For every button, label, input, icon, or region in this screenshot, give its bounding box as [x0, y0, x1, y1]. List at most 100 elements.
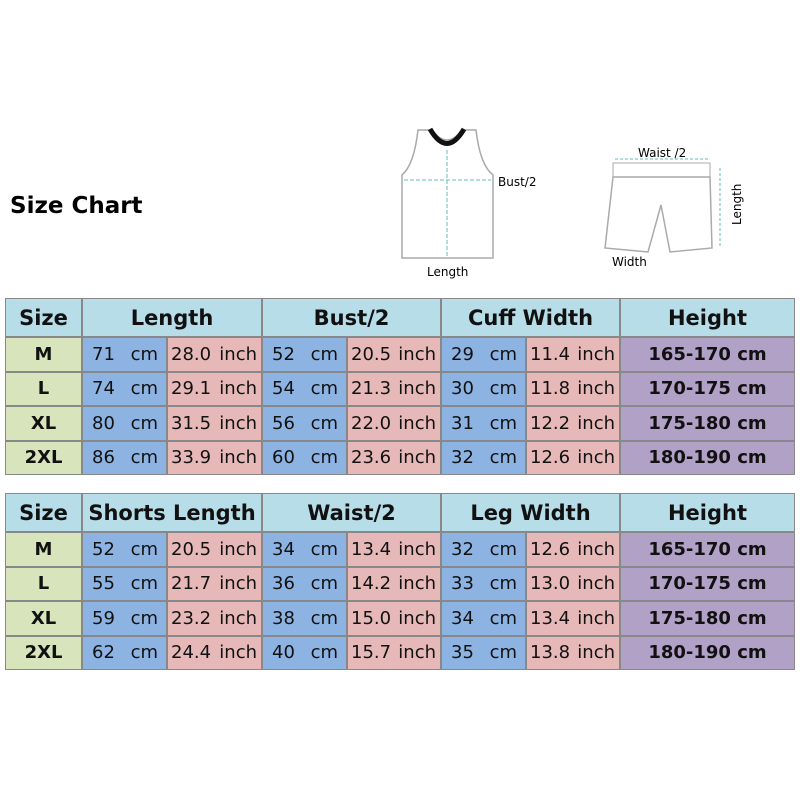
inch-unit: inch — [577, 642, 615, 664]
cm-cell: 52 cm — [82, 532, 167, 567]
cm-value: 59 — [92, 607, 115, 629]
inch-unit: inch — [398, 447, 436, 469]
size-cell: XL — [5, 601, 82, 636]
size-cell: 2XL — [5, 635, 82, 670]
cm-value: 30 — [451, 378, 474, 400]
cm-unit: cm — [489, 538, 517, 560]
inch-value: 33.9 — [171, 447, 212, 469]
cm-value: 62 — [92, 642, 115, 664]
cm-value: 40 — [272, 642, 295, 664]
cm-value: 52 — [272, 343, 295, 365]
width-label: Width — [612, 255, 647, 269]
cm-value: 52 — [92, 538, 115, 560]
cm-unit: cm — [489, 343, 517, 365]
header-cell: Size — [5, 298, 82, 337]
cm-unit: cm — [310, 378, 338, 400]
cm-cell: 34 cm — [262, 532, 347, 567]
inch-unit: inch — [577, 538, 615, 560]
cm-cell: 31 cm — [441, 406, 526, 441]
cm-unit: cm — [130, 447, 158, 469]
inch-value: 13.8 — [530, 642, 571, 664]
inch-unit: inch — [219, 538, 257, 560]
cm-unit: cm — [489, 642, 517, 664]
inch-cell: 13.4 inch — [347, 532, 441, 567]
inch-cell: 11.8 inch — [526, 371, 620, 406]
size-cell: M — [5, 337, 82, 372]
cm-unit: cm — [489, 378, 517, 400]
header-cell: Bust/2 — [262, 298, 441, 337]
cm-unit: cm — [489, 447, 517, 469]
cm-unit: cm — [310, 447, 338, 469]
inch-cell: 13.0 inch — [526, 566, 620, 601]
cm-value: 38 — [272, 607, 295, 629]
cm-unit: cm — [130, 538, 158, 560]
inch-value: 28.0 — [171, 343, 212, 365]
cm-cell: 86 cm — [82, 440, 167, 475]
inch-value: 13.0 — [530, 573, 571, 595]
inch-unit: inch — [577, 573, 615, 595]
waist-label: Waist /2 — [638, 146, 686, 160]
inch-cell: 23.6 inch — [347, 440, 441, 475]
size-cell: M — [5, 532, 82, 567]
inch-cell: 14.2 inch — [347, 566, 441, 601]
inch-unit: inch — [577, 607, 615, 629]
inch-value: 11.4 — [530, 343, 571, 365]
inch-value: 29.1 — [171, 378, 212, 400]
cm-cell: 34 cm — [441, 601, 526, 636]
header-cell: Cuff Width — [441, 298, 620, 337]
cm-value: 36 — [272, 573, 295, 595]
cm-cell: 32 cm — [441, 440, 526, 475]
inch-cell: 12.2 inch — [526, 406, 620, 441]
cm-unit: cm — [310, 642, 338, 664]
inch-cell: 13.4 inch — [526, 601, 620, 636]
cm-value: 80 — [92, 412, 115, 434]
size-cell: L — [5, 371, 82, 406]
length-label: Length — [427, 265, 468, 279]
height-cell: 175-180 cm — [620, 601, 795, 636]
inch-value: 20.5 — [351, 343, 392, 365]
inch-unit: inch — [398, 538, 436, 560]
cm-value: 60 — [272, 447, 295, 469]
cm-unit: cm — [310, 538, 338, 560]
cm-value: 32 — [451, 538, 474, 560]
inch-value: 23.6 — [351, 447, 392, 469]
height-cell: 165-170 cm — [620, 532, 795, 567]
cm-cell: 54 cm — [262, 371, 347, 406]
size-cell: XL — [5, 406, 82, 441]
size-cell: 2XL — [5, 440, 82, 475]
cm-value: 34 — [272, 538, 295, 560]
cm-unit: cm — [489, 607, 517, 629]
height-cell: 165-170 cm — [620, 337, 795, 372]
inch-cell: 15.7 inch — [347, 635, 441, 670]
inch-value: 12.6 — [530, 538, 571, 560]
inch-unit: inch — [577, 378, 615, 400]
cm-cell: 33 cm — [441, 566, 526, 601]
cm-cell: 52 cm — [262, 337, 347, 372]
cm-value: 71 — [92, 343, 115, 365]
inch-unit: inch — [219, 412, 257, 434]
inch-unit: inch — [219, 573, 257, 595]
cm-cell: 71 cm — [82, 337, 167, 372]
inch-cell: 22.0 inch — [347, 406, 441, 441]
cm-unit: cm — [130, 573, 158, 595]
inch-cell: 20.5 inch — [347, 337, 441, 372]
header-cell: Length — [82, 298, 262, 337]
inch-cell: 12.6 inch — [526, 532, 620, 567]
inch-value: 12.2 — [530, 412, 571, 434]
inch-cell: 12.6 inch — [526, 440, 620, 475]
header-cell: Size — [5, 493, 82, 532]
inch-value: 11.8 — [530, 378, 571, 400]
inch-cell: 21.3 inch — [347, 371, 441, 406]
cm-value: 35 — [451, 642, 474, 664]
inch-unit: inch — [219, 447, 257, 469]
inch-unit: inch — [219, 642, 257, 664]
cm-value: 31 — [451, 412, 474, 434]
cm-unit: cm — [489, 573, 517, 595]
inch-unit: inch — [577, 447, 615, 469]
shorts-length-label: Length — [730, 184, 744, 225]
cm-unit: cm — [130, 412, 158, 434]
cm-cell: 55 cm — [82, 566, 167, 601]
cm-value: 74 — [92, 378, 115, 400]
inch-cell: 33.9 inch — [167, 440, 262, 475]
